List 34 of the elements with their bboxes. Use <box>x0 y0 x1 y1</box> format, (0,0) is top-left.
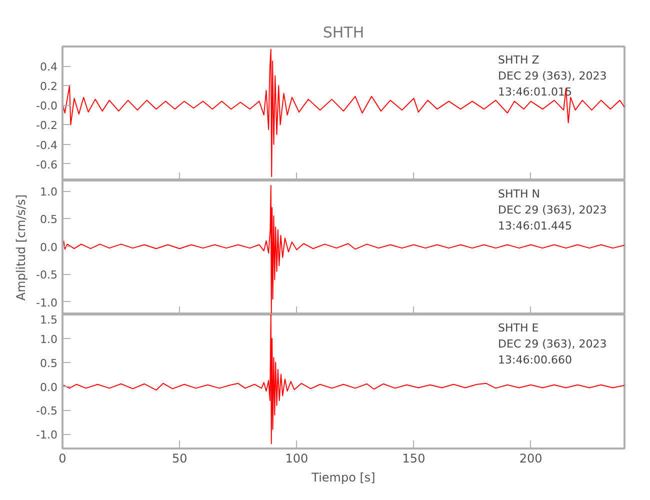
annotation: 13:46:01.445 <box>498 220 572 233</box>
annotation: DEC 29 (363), 2023 <box>498 69 607 82</box>
y-axis-title: Amplitud [cm/s/s] <box>14 194 28 301</box>
y-tick-label: -0.4 <box>36 138 58 152</box>
x-tick-label: 150 <box>402 452 426 466</box>
y-tick-label: 0.4 <box>40 60 58 74</box>
y-tick-label: -1.0 <box>36 296 58 310</box>
y-tick-label: 1.5 <box>40 314 58 326</box>
x-tick-label: 100 <box>285 452 308 466</box>
y-tick-label: -0.2 <box>36 119 58 132</box>
y-tick-label: 1.0 <box>40 332 58 346</box>
line-series <box>62 48 624 178</box>
chart-title: SHTH <box>322 24 364 42</box>
y-tick-label: 0.0 <box>40 380 58 394</box>
x-tick-label: 200 <box>519 452 542 466</box>
y-tick-label: 0.0 <box>40 240 58 254</box>
annotation: DEC 29 (363), 2023 <box>498 337 607 350</box>
annotation: SHTH Z <box>498 53 540 66</box>
y-tick-label: -1.0 <box>36 428 58 442</box>
y-tick-label: -0.5 <box>36 268 58 282</box>
y-tick-label: 0.5 <box>40 356 58 370</box>
y-tick-label: 0.5 <box>40 213 58 226</box>
y-tick-label: 0.2 <box>40 80 58 94</box>
annotation: 13:46:00.660 <box>498 354 572 367</box>
y-tick-label: -0.5 <box>36 404 58 418</box>
annotation: SHTH E <box>498 321 539 334</box>
x-tick-label: 50 <box>172 452 188 466</box>
y-tick-label: -0.0 <box>36 100 58 113</box>
y-tick-label: 1.0 <box>40 186 58 199</box>
annotation: SHTH N <box>498 187 540 200</box>
y-tick-label: -0.6 <box>36 158 58 172</box>
annotation: DEC 29 (363), 2023 <box>498 203 607 216</box>
x-tick-label: 0 <box>58 452 66 466</box>
x-axis-title: Tiempo [s] <box>310 470 376 484</box>
